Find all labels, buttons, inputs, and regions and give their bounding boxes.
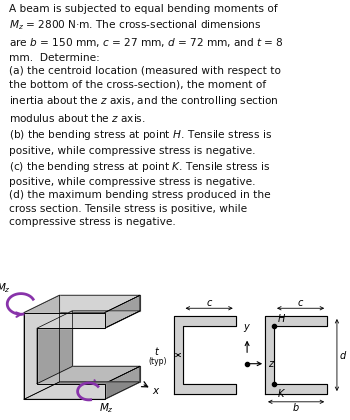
Polygon shape	[24, 382, 140, 399]
Text: (typ): (typ)	[149, 357, 167, 365]
Text: $x$: $x$	[152, 386, 160, 396]
Polygon shape	[24, 295, 60, 399]
Text: A beam is subjected to equal bending moments of
$M_z$ = 2800 N·m. The cross-sect: A beam is subjected to equal bending mom…	[9, 4, 284, 227]
Polygon shape	[105, 295, 140, 328]
Text: $M_z$: $M_z$	[99, 401, 114, 415]
Polygon shape	[37, 311, 72, 383]
Polygon shape	[105, 366, 140, 399]
Polygon shape	[24, 295, 140, 312]
Polygon shape	[265, 316, 327, 394]
Polygon shape	[37, 311, 140, 328]
Text: $b$: $b$	[292, 401, 300, 413]
Text: $y$: $y$	[63, 318, 72, 330]
Text: $K$: $K$	[277, 387, 286, 399]
Text: $z$: $z$	[268, 359, 276, 369]
Text: $M_z$: $M_z$	[0, 281, 10, 295]
Polygon shape	[60, 295, 140, 382]
Polygon shape	[24, 312, 105, 399]
Text: $H$: $H$	[277, 312, 286, 324]
Text: $d$: $d$	[340, 349, 348, 361]
Polygon shape	[105, 295, 140, 328]
Text: $t$: $t$	[154, 345, 160, 357]
Text: $y$: $y$	[243, 322, 251, 334]
Text: $c$: $c$	[297, 298, 304, 308]
Text: $z$: $z$	[23, 377, 30, 387]
Polygon shape	[105, 366, 140, 399]
Polygon shape	[37, 366, 140, 383]
Polygon shape	[174, 316, 236, 394]
Text: $c$: $c$	[205, 298, 213, 308]
